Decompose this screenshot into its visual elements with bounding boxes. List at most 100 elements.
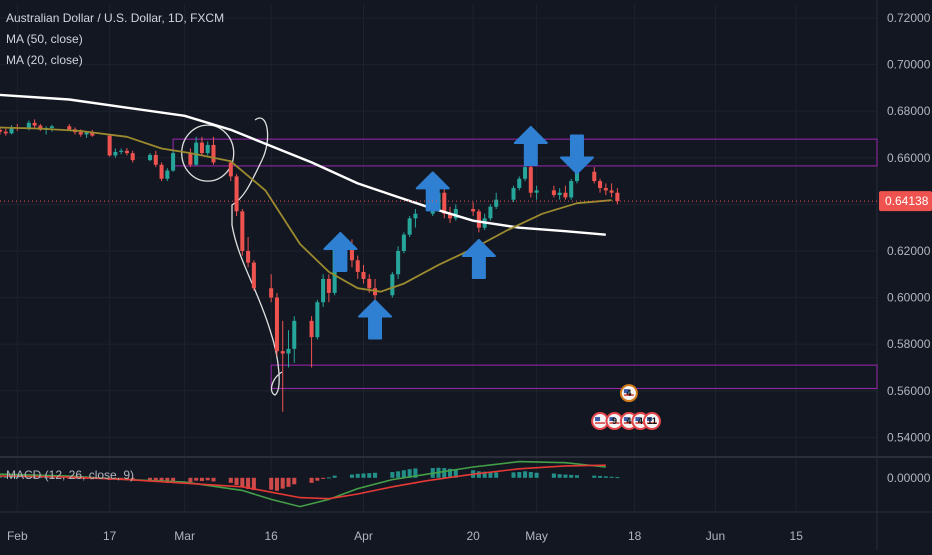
candle bbox=[211, 136, 216, 165]
candle-body bbox=[171, 153, 176, 171]
candle-body bbox=[32, 122, 37, 126]
candle-body bbox=[407, 218, 412, 235]
candle bbox=[401, 232, 406, 254]
candle bbox=[609, 183, 614, 198]
price-tick-label: 0.56000 bbox=[887, 384, 931, 398]
macd-histogram-bar bbox=[228, 477, 233, 483]
candle bbox=[159, 162, 164, 182]
candle bbox=[107, 134, 112, 157]
candle-body bbox=[448, 213, 453, 219]
macd-histogram-bar bbox=[153, 477, 158, 482]
event-count: 9 bbox=[612, 416, 617, 426]
candle-body bbox=[494, 199, 499, 207]
candle bbox=[517, 176, 522, 191]
event-count: 4 bbox=[626, 388, 631, 398]
candle bbox=[251, 260, 256, 291]
macd-histogram-bar bbox=[603, 476, 608, 478]
candle bbox=[326, 274, 331, 303]
macd-indicator-label[interactable]: MACD (12, 26, close, 9) bbox=[6, 468, 135, 482]
macd-histogram-bar bbox=[442, 468, 447, 478]
up-arrow-icon bbox=[323, 231, 358, 272]
candle bbox=[551, 185, 556, 198]
candle-body bbox=[471, 209, 476, 212]
macd-histogram-bar bbox=[609, 476, 614, 478]
support-zone bbox=[270, 364, 878, 389]
flag-canton bbox=[595, 417, 601, 422]
candle-body bbox=[280, 351, 285, 354]
candle-body bbox=[199, 142, 204, 154]
candle bbox=[511, 185, 516, 203]
macd-histogram-bar bbox=[315, 477, 320, 481]
candle-body bbox=[211, 144, 216, 163]
candle bbox=[246, 236, 251, 268]
macd-histogram-bar bbox=[528, 472, 533, 478]
macd-histogram-bar bbox=[355, 473, 360, 478]
signal-line bbox=[0, 464, 606, 500]
ma50-indicator-label[interactable]: MA (50, close) bbox=[6, 32, 83, 46]
macd-histogram-bar bbox=[551, 473, 556, 478]
price-tick-label: 0.60000 bbox=[887, 291, 931, 305]
macd-histogram-bar bbox=[396, 471, 401, 478]
candle-body bbox=[442, 192, 447, 214]
time-tick-label: 16 bbox=[264, 529, 278, 543]
candle-body bbox=[603, 188, 608, 191]
macd-histogram-bar bbox=[292, 477, 297, 485]
macd-tick-label: 0.00000 bbox=[887, 471, 931, 485]
macd-histogram-bar bbox=[38, 477, 43, 479]
candle-body bbox=[598, 181, 603, 189]
price-tick-label: 0.58000 bbox=[887, 337, 931, 351]
candle-body bbox=[523, 167, 528, 179]
candle-body bbox=[401, 234, 406, 251]
macd-histogram-bar bbox=[280, 477, 285, 489]
candle bbox=[269, 274, 274, 303]
candle-body bbox=[3, 131, 8, 134]
macd-histogram-bar bbox=[401, 470, 406, 478]
candle bbox=[124, 147, 129, 156]
macd-histogram-bar bbox=[269, 477, 274, 490]
macd-histogram-bar bbox=[557, 474, 562, 478]
macd-histogram-bar bbox=[569, 474, 574, 478]
macd-pane: 0.00000 bbox=[0, 460, 931, 508]
flag-canton bbox=[646, 417, 652, 422]
candle-body bbox=[153, 154, 158, 165]
candle bbox=[488, 204, 493, 221]
candle-body bbox=[188, 153, 193, 165]
candle-body bbox=[234, 176, 239, 212]
macd-histogram-bar bbox=[534, 472, 539, 478]
macd-histogram-bar bbox=[367, 473, 372, 478]
price-tick-label: 0.66000 bbox=[887, 151, 931, 165]
candle-body bbox=[517, 178, 522, 189]
candle-body bbox=[9, 127, 14, 134]
event-count: 4 bbox=[626, 416, 631, 426]
candle bbox=[557, 188, 562, 200]
macd-histogram-bar bbox=[188, 477, 193, 483]
flag-canton bbox=[635, 417, 641, 422]
candle bbox=[234, 174, 239, 217]
candle bbox=[119, 148, 124, 155]
macd-histogram-bar bbox=[517, 472, 522, 478]
macd-histogram-bar bbox=[332, 475, 337, 478]
price-tick-label: 0.68000 bbox=[887, 104, 931, 118]
candle bbox=[453, 204, 458, 221]
macd-histogram-bar bbox=[44, 477, 49, 479]
event-badges: 49 4 4 11 bbox=[591, 384, 661, 431]
macd-histogram-bar bbox=[574, 475, 579, 478]
candle bbox=[147, 153, 153, 162]
macd-histogram-bar bbox=[592, 475, 597, 478]
candle bbox=[407, 216, 412, 237]
arrow-annotations bbox=[323, 125, 594, 340]
macd-histogram-bar bbox=[205, 477, 210, 481]
chart-legend: Australian Dollar / U.S. Dollar, 1D, FXC… bbox=[6, 8, 224, 71]
macd-histogram-bar bbox=[511, 472, 516, 478]
price-tick-label: 0.62000 bbox=[887, 244, 931, 258]
candle bbox=[390, 271, 395, 298]
candle bbox=[442, 188, 447, 219]
candle bbox=[361, 264, 366, 284]
ma20-indicator-label[interactable]: MA (20, close) bbox=[6, 53, 83, 67]
candle bbox=[280, 320, 285, 412]
candle-body bbox=[107, 135, 112, 156]
candle-body bbox=[90, 132, 95, 136]
chart-title[interactable]: Australian Dollar / U.S. Dollar, 1D, FXC… bbox=[6, 11, 225, 25]
macd-histogram-bar bbox=[615, 477, 620, 479]
